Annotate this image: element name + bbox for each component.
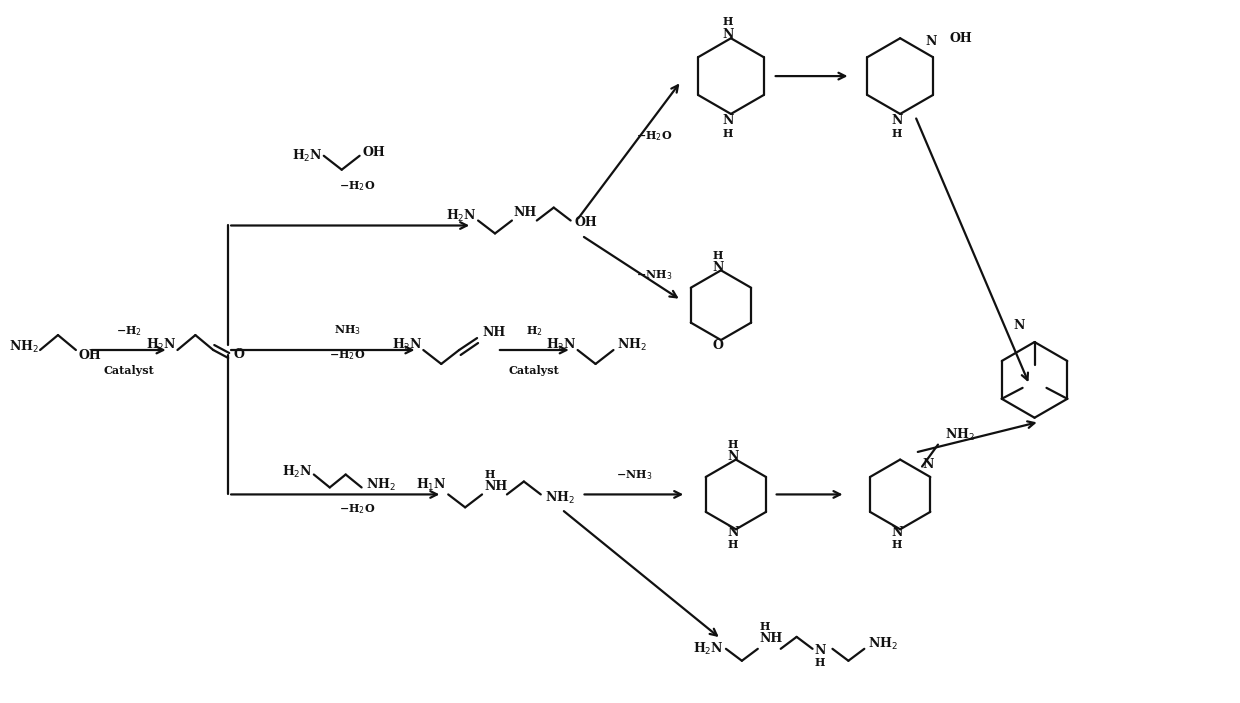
Text: −NH$_3$: −NH$_3$ <box>616 469 652 482</box>
Text: H: H <box>713 250 723 261</box>
Text: NH: NH <box>760 633 782 645</box>
Text: N: N <box>727 450 739 463</box>
Text: H$_2$N: H$_2$N <box>446 207 477 224</box>
Text: NH$_2$: NH$_2$ <box>868 636 898 652</box>
Text: H: H <box>484 469 495 480</box>
Text: N: N <box>1014 318 1025 332</box>
Text: N: N <box>727 526 739 538</box>
Text: H$_2$: H$_2$ <box>526 324 543 338</box>
Text: Catalyst: Catalyst <box>508 365 559 376</box>
Text: NH: NH <box>484 480 507 493</box>
Text: N: N <box>892 115 903 127</box>
Text: H$_2$N: H$_2$N <box>392 337 423 353</box>
Text: H$_2$N: H$_2$N <box>546 337 577 353</box>
Text: H: H <box>723 129 733 139</box>
Text: N: N <box>712 261 724 274</box>
Text: OH: OH <box>574 216 598 229</box>
Text: O: O <box>233 349 244 361</box>
Text: N: N <box>815 645 826 657</box>
Text: H$_2$N: H$_2$N <box>291 148 322 164</box>
Text: OH: OH <box>362 146 386 160</box>
Text: N: N <box>923 458 934 471</box>
Text: N: N <box>892 526 903 538</box>
Text: NH$_2$: NH$_2$ <box>9 339 40 355</box>
Text: H: H <box>728 538 738 550</box>
Text: NH$_2$: NH$_2$ <box>945 427 975 443</box>
Text: −H$_2$O: −H$_2$O <box>636 129 673 143</box>
Text: H$_1$N: H$_1$N <box>417 477 448 493</box>
Text: NH: NH <box>513 206 537 219</box>
Text: OH: OH <box>950 32 972 45</box>
Text: H: H <box>892 538 903 550</box>
Text: H: H <box>728 439 738 450</box>
Text: N: N <box>722 27 734 41</box>
Text: NH: NH <box>482 325 506 339</box>
Text: NH$_2$: NH$_2$ <box>544 491 574 506</box>
Text: H: H <box>723 15 733 27</box>
Text: NH$_2$: NH$_2$ <box>366 477 396 493</box>
Text: H: H <box>892 129 903 139</box>
Text: −H$_2$O: −H$_2$O <box>340 503 376 516</box>
Text: N: N <box>722 115 734 127</box>
Text: −H$_2$O: −H$_2$O <box>340 179 376 193</box>
Text: Catalyst: Catalyst <box>103 365 154 376</box>
Text: OH: OH <box>79 349 102 363</box>
Text: H: H <box>760 621 770 633</box>
Text: −NH$_3$: −NH$_3$ <box>636 269 673 282</box>
Text: NH$_2$: NH$_2$ <box>618 337 647 353</box>
Text: O: O <box>713 339 723 352</box>
Text: H$_2$N: H$_2$N <box>693 640 724 657</box>
Text: H$_2$N: H$_2$N <box>281 463 312 479</box>
Text: −H$_2$O: −H$_2$O <box>330 348 366 362</box>
Text: NH$_3$: NH$_3$ <box>334 323 361 337</box>
Text: −H$_2$: −H$_2$ <box>115 324 141 338</box>
Text: H$_2$N: H$_2$N <box>145 337 176 353</box>
Text: H: H <box>815 657 825 669</box>
Text: N: N <box>925 34 936 48</box>
